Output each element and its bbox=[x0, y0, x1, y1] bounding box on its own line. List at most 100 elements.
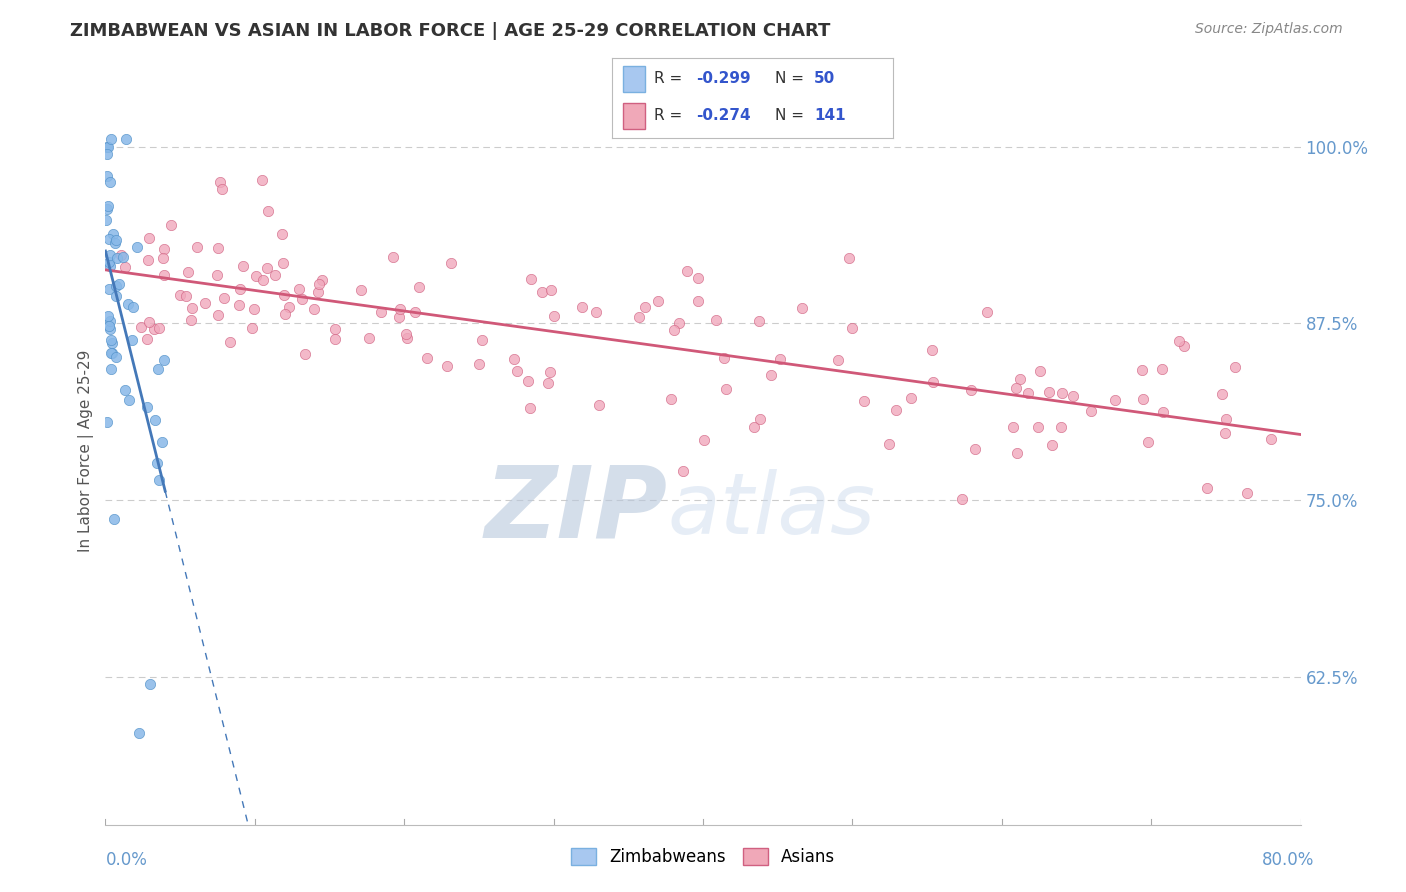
Point bbox=[827, 353, 849, 368]
Point bbox=[98, 248, 121, 262]
Point bbox=[103, 511, 125, 525]
Point bbox=[138, 315, 160, 329]
Point bbox=[686, 293, 709, 308]
Point bbox=[1211, 387, 1233, 401]
Point bbox=[1050, 386, 1073, 401]
Text: -0.299: -0.299 bbox=[696, 71, 751, 87]
Point bbox=[242, 301, 264, 316]
Bar bbox=[623, 103, 645, 128]
Bar bbox=[623, 66, 645, 92]
Point bbox=[1130, 363, 1153, 377]
Point bbox=[506, 364, 529, 378]
Point bbox=[212, 291, 235, 305]
Point bbox=[404, 304, 426, 318]
Point bbox=[1150, 362, 1173, 376]
Point bbox=[704, 313, 727, 327]
Point bbox=[1260, 432, 1282, 446]
Point bbox=[1028, 420, 1050, 434]
Point bbox=[146, 362, 169, 376]
Point bbox=[252, 273, 274, 287]
Point bbox=[118, 392, 141, 407]
Point bbox=[900, 391, 922, 405]
Point bbox=[150, 434, 173, 449]
Text: R =: R = bbox=[654, 108, 688, 123]
Point bbox=[1137, 435, 1160, 450]
Point bbox=[105, 350, 128, 364]
Point bbox=[537, 376, 560, 391]
Point bbox=[152, 251, 174, 265]
Point bbox=[1005, 445, 1028, 459]
Text: atlas: atlas bbox=[666, 469, 875, 552]
Point bbox=[325, 332, 347, 346]
Point bbox=[208, 175, 231, 189]
Point bbox=[101, 345, 124, 359]
Point bbox=[921, 375, 943, 389]
Point bbox=[672, 464, 695, 478]
Y-axis label: In Labor Force | Age 25-29: In Labor Force | Age 25-29 bbox=[79, 350, 94, 551]
Point bbox=[976, 305, 998, 319]
Point bbox=[98, 282, 121, 296]
Point bbox=[388, 310, 411, 324]
Point bbox=[1152, 405, 1174, 419]
Point bbox=[647, 293, 669, 308]
Point bbox=[852, 393, 875, 408]
Point bbox=[628, 310, 651, 324]
Point bbox=[205, 268, 228, 283]
Text: -0.274: -0.274 bbox=[696, 108, 751, 123]
Point bbox=[359, 331, 381, 345]
Point bbox=[440, 256, 463, 270]
Point bbox=[540, 283, 562, 297]
Point bbox=[716, 383, 738, 397]
Point bbox=[98, 175, 121, 189]
Point bbox=[174, 288, 197, 302]
Point bbox=[1062, 388, 1084, 402]
Point bbox=[105, 289, 128, 303]
Point bbox=[232, 260, 254, 274]
Point bbox=[1132, 392, 1154, 407]
Point bbox=[96, 139, 118, 153]
Point bbox=[963, 442, 986, 457]
Point bbox=[100, 260, 122, 274]
Point bbox=[186, 240, 208, 254]
Point bbox=[207, 241, 229, 255]
Point bbox=[1173, 339, 1195, 353]
Point bbox=[273, 288, 295, 302]
Point bbox=[250, 173, 273, 187]
Point bbox=[1049, 420, 1071, 434]
Point bbox=[114, 132, 136, 146]
Point bbox=[142, 322, 165, 336]
Text: N =: N = bbox=[775, 108, 808, 123]
Point bbox=[675, 264, 697, 278]
Point bbox=[1010, 372, 1032, 386]
Point bbox=[1213, 426, 1236, 441]
Point bbox=[382, 251, 405, 265]
Point bbox=[146, 456, 169, 470]
Point bbox=[101, 335, 124, 350]
Point bbox=[98, 313, 121, 327]
Text: Source: ZipAtlas.com: Source: ZipAtlas.com bbox=[1195, 22, 1343, 37]
Point bbox=[101, 227, 124, 241]
Point bbox=[468, 357, 491, 371]
Point bbox=[105, 252, 128, 266]
Text: 141: 141 bbox=[814, 108, 845, 123]
Point bbox=[97, 199, 120, 213]
Point bbox=[877, 437, 900, 451]
Point bbox=[1225, 359, 1247, 374]
Point bbox=[471, 333, 494, 347]
Text: 50: 50 bbox=[814, 71, 835, 87]
Point bbox=[921, 343, 943, 357]
Point bbox=[288, 282, 311, 296]
Point bbox=[350, 283, 373, 297]
Point bbox=[104, 233, 127, 247]
Point bbox=[790, 301, 813, 315]
Point bbox=[1215, 412, 1237, 426]
Point bbox=[538, 365, 561, 379]
Point bbox=[950, 492, 973, 507]
Text: R =: R = bbox=[654, 71, 688, 87]
Point bbox=[274, 307, 297, 321]
Point bbox=[502, 352, 524, 367]
Point bbox=[841, 321, 863, 335]
Point bbox=[769, 352, 792, 367]
Point bbox=[748, 412, 770, 426]
Point bbox=[634, 300, 657, 314]
